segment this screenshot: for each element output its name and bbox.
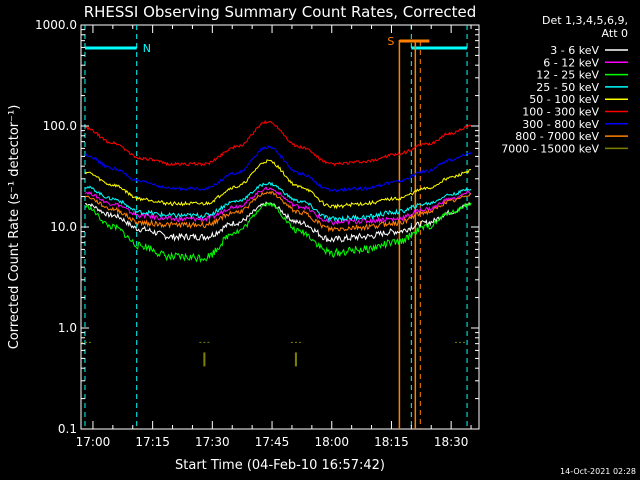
series-line-7 xyxy=(84,190,472,233)
legend-label: 12 - 25 keV xyxy=(536,69,599,82)
x-tick-label: 18:15 xyxy=(374,435,409,449)
legend-label: 6 - 12 keV xyxy=(543,56,599,69)
legend-header-line2: Att 0 xyxy=(602,27,628,40)
series-line-4 xyxy=(84,159,472,210)
x-tick-label: 17:45 xyxy=(255,435,290,449)
series-line-2 xyxy=(84,201,472,264)
x-tick-label: 17:30 xyxy=(195,435,230,449)
x-tick-label: 18:00 xyxy=(314,435,349,449)
x-tick-label: 17:15 xyxy=(135,435,170,449)
night-marker-label: N xyxy=(143,42,151,55)
y-tick-label: 1.0 xyxy=(58,321,77,335)
series-line-1 xyxy=(84,186,471,226)
date-stamp: 14-Oct-2021 02:28 xyxy=(560,467,636,476)
x-tick-label: 18:30 xyxy=(434,435,469,449)
series-line-6 xyxy=(84,144,472,193)
legend-label: 300 - 800 keV xyxy=(522,118,599,131)
x-tick-label: 17:00 xyxy=(76,435,111,449)
legend-label: 3 - 6 keV xyxy=(550,44,599,57)
legend-label: 7000 - 15000 keV xyxy=(501,142,599,155)
y-axis: 0.1 1.0 10.0 100.0 1000.0 xyxy=(35,18,479,436)
y-tick-label: 10.0 xyxy=(50,220,77,234)
series-line-5 xyxy=(84,119,472,167)
series-line-3 xyxy=(84,181,472,223)
x-axis-label: Start Time (04-Feb-10 16:57:42) xyxy=(175,458,385,473)
chart-title: RHESSI Observing Summary Count Rates, Co… xyxy=(84,3,477,21)
legend-label: 25 - 50 keV xyxy=(536,81,599,94)
y-tick-label: 0.1 xyxy=(58,422,77,436)
legend-label: 100 - 300 keV xyxy=(522,106,599,119)
legend-label: 50 - 100 keV xyxy=(529,93,599,106)
y-axis-label: Corrected Count Rate (s⁻¹ detector⁻¹) xyxy=(7,105,22,350)
legend-label: 800 - 7000 keV xyxy=(515,130,599,143)
series-group xyxy=(81,119,472,367)
legend-header-line1: Det 1,3,4,5,6,9, xyxy=(542,14,628,27)
saa-marker-label: S xyxy=(387,35,394,48)
series-line-0 xyxy=(84,201,472,243)
y-tick-label: 100.0 xyxy=(43,119,77,133)
annotation-markers: NS xyxy=(84,25,468,429)
y-tick-label: 1000.0 xyxy=(35,18,77,32)
x-axis: 17:00 17:15 17:30 17:45 18:00 18:15 18:30 xyxy=(76,25,472,449)
